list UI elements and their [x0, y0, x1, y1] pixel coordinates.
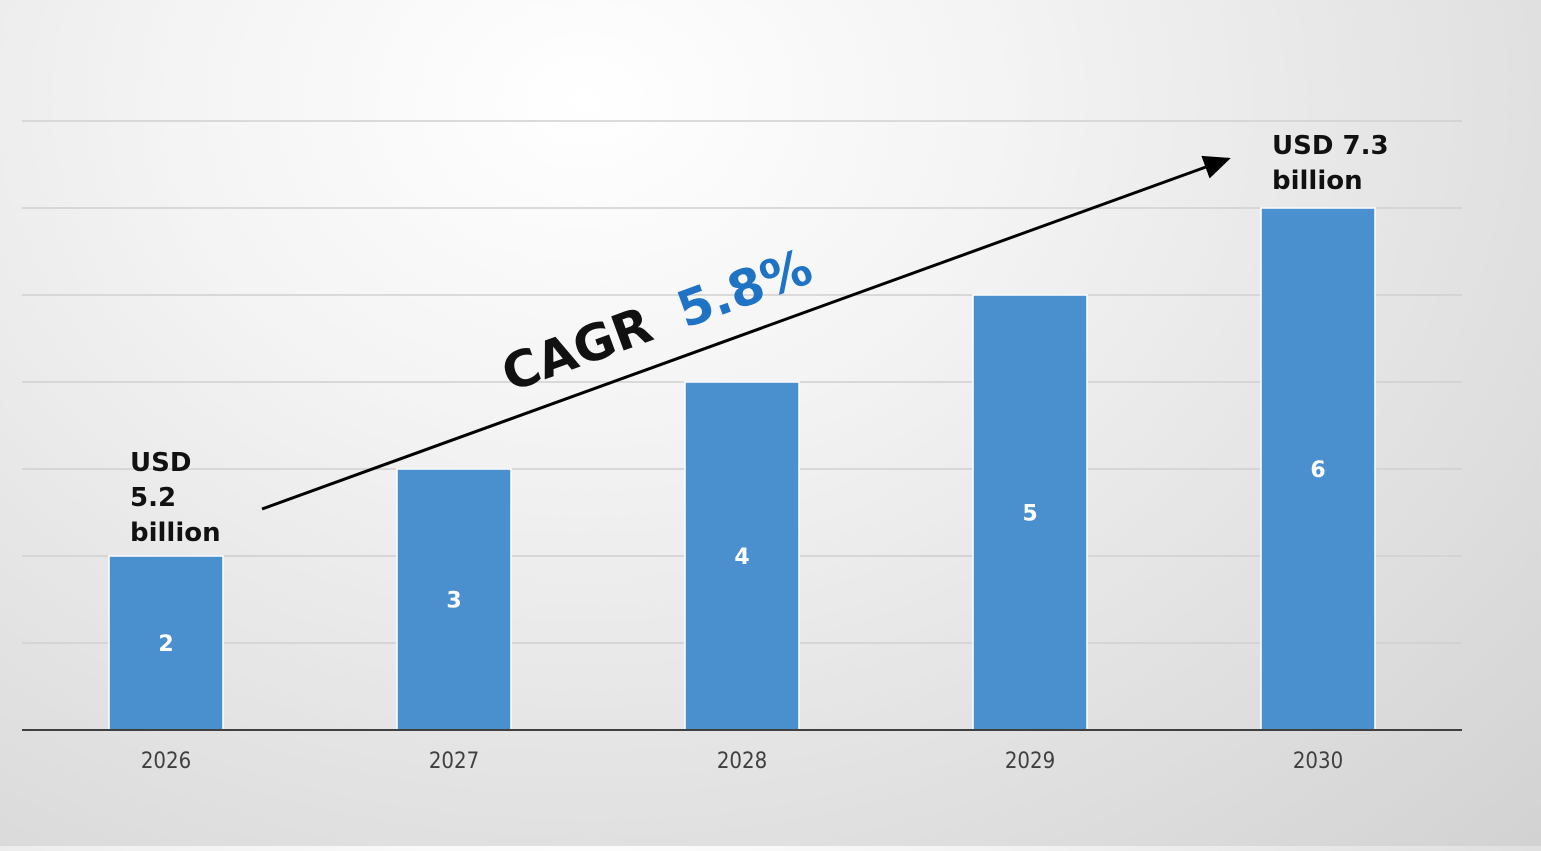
bar-data-label-2030: 6 [1310, 458, 1325, 483]
start-value-annotation: USD 5.2 billion [130, 448, 221, 548]
x-axis-tick-labels: 2026 2027 2028 2029 2030 [141, 749, 1343, 774]
cagr-value: 5.8% [669, 238, 819, 340]
start-annotation-line-3: billion [130, 518, 221, 548]
svg-text:CAGR 5.8%: CAGR 5.8% [494, 238, 819, 404]
bar-data-labels: 2 3 4 5 6 [158, 458, 1325, 657]
start-annotation-line-2: 5.2 [130, 483, 176, 513]
cagr-label: CAGR [494, 296, 659, 403]
end-annotation-line-2: billion [1272, 166, 1363, 196]
bar-2029 [972, 294, 1088, 731]
growth-arrow [261, 155, 1231, 511]
cagr-annotation: CAGR 5.8% [494, 238, 819, 404]
end-value-annotation: USD 7.3 billion [1272, 131, 1398, 196]
bar-data-label-2027: 3 [446, 589, 461, 614]
bar-2030 [1260, 207, 1376, 731]
bar-data-label-2029: 5 [1022, 502, 1037, 527]
x-tick-label-2028: 2028 [717, 749, 767, 774]
x-tick-label-2029: 2029 [1005, 749, 1055, 774]
x-tick-label-2026: 2026 [141, 749, 191, 774]
end-annotation-line-1: USD 7.3 [1272, 131, 1389, 161]
bar-2027 [396, 468, 512, 731]
x-tick-label-2030: 2030 [1293, 749, 1343, 774]
bar-data-label-2026: 2 [158, 632, 173, 657]
bar-2028 [684, 381, 800, 731]
bar-data-label-2028: 4 [734, 545, 749, 570]
bars [108, 207, 1376, 731]
start-annotation-line-1: USD [130, 448, 191, 478]
x-tick-label-2027: 2027 [429, 749, 479, 774]
